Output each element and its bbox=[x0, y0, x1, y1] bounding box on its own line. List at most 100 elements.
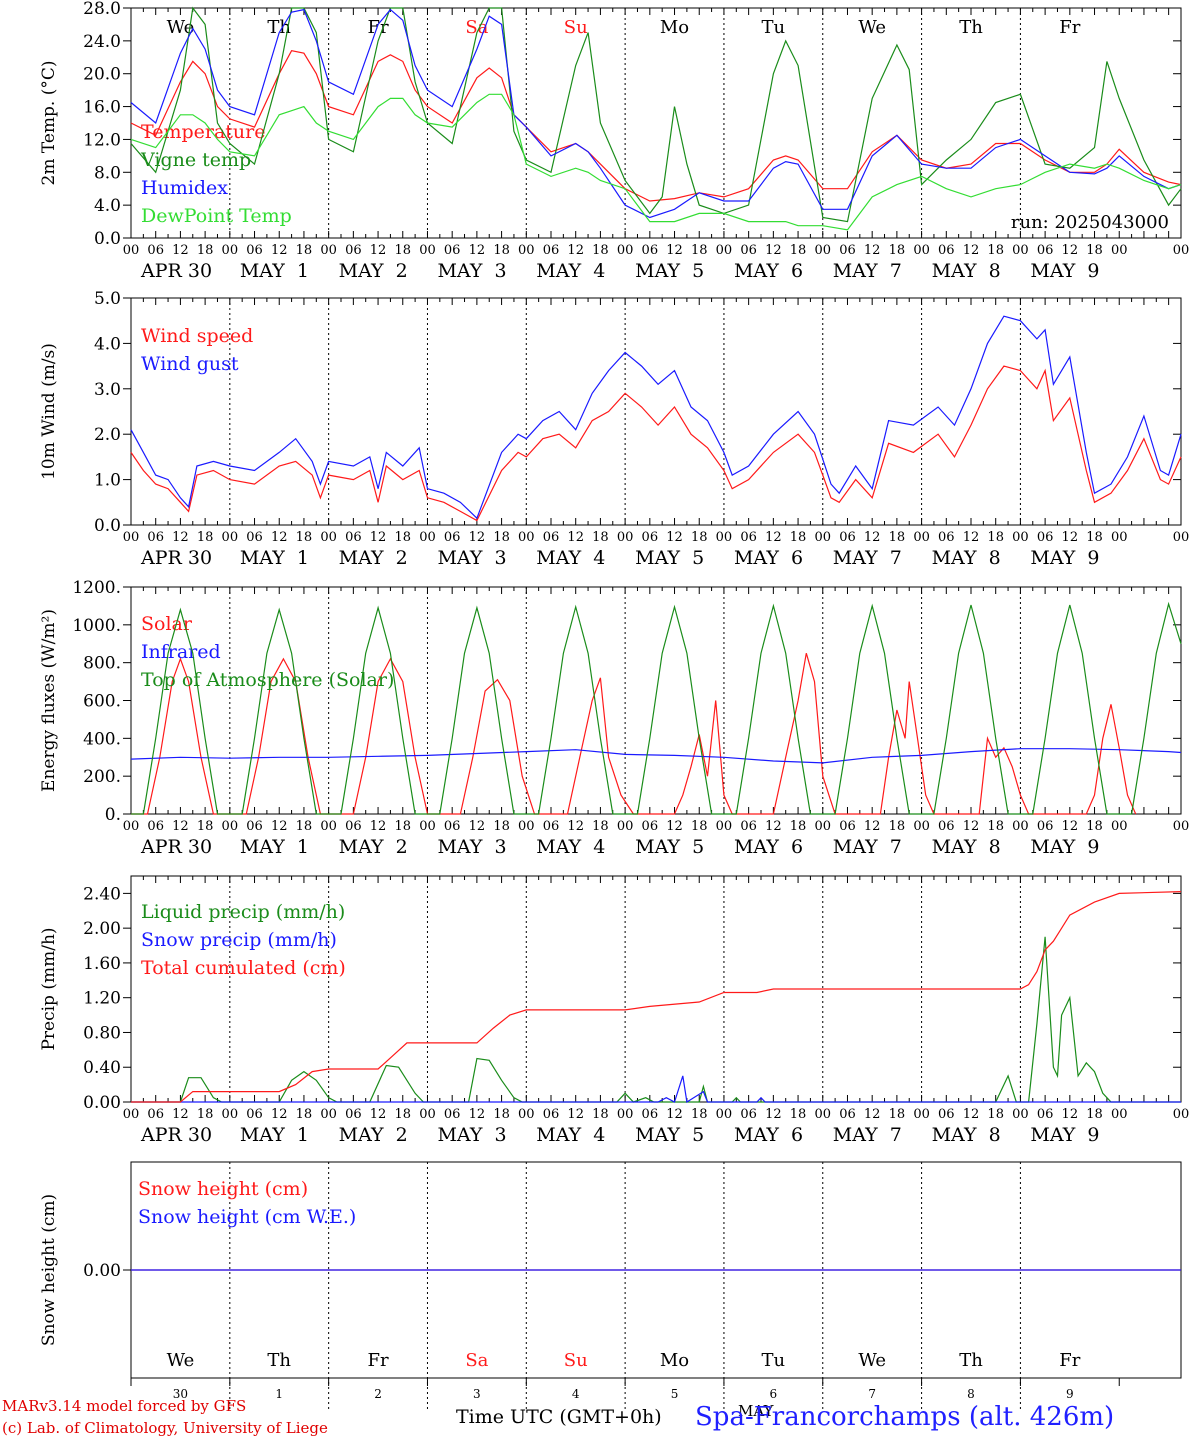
hour-tick-label: 00 bbox=[617, 530, 634, 545]
date-label: MAY 6 bbox=[734, 547, 803, 569]
hour-tick-label: 06 bbox=[938, 1107, 955, 1122]
series-line-vigne-temp bbox=[130, 6, 1182, 223]
y-tick-label: 16.0 bbox=[83, 98, 121, 118]
hour-tick-label: 06 bbox=[147, 1107, 164, 1122]
hour-tick-label: 00 bbox=[1173, 530, 1190, 545]
hour-tick-label: 18 bbox=[691, 819, 708, 834]
hour-tick-label: 00 bbox=[617, 819, 634, 834]
date-label: MAY 9 bbox=[1030, 547, 1099, 569]
date-label: APR 30 bbox=[140, 260, 212, 282]
date-label: MAY 2 bbox=[339, 547, 408, 569]
hour-tick-label: 12 bbox=[370, 1107, 387, 1122]
series-line-liquid-precip-mm-h bbox=[131, 936, 1181, 1103]
y-tick-label: 20.0 bbox=[83, 65, 121, 85]
weekday-label: Mo bbox=[660, 17, 689, 38]
date-label: MAY 4 bbox=[536, 1124, 605, 1146]
y-axis-label: 2m Temp. (°C) bbox=[39, 60, 59, 185]
hour-tick-label: 12 bbox=[963, 819, 980, 834]
hour-tick-label: 06 bbox=[444, 530, 461, 545]
run-annotation: run: 2025043000 bbox=[1011, 212, 1169, 233]
day-number: 5 bbox=[671, 1387, 679, 1401]
y-tick-label: 4.0 bbox=[94, 334, 121, 354]
hour-tick-label: 18 bbox=[691, 1107, 708, 1122]
hour-tick-label: 00 bbox=[222, 819, 239, 834]
y-tick-label: 5.0 bbox=[94, 289, 121, 309]
hour-tick-label: 06 bbox=[740, 819, 757, 834]
hour-tick-label: 12 bbox=[469, 530, 486, 545]
hour-tick-label: 06 bbox=[543, 530, 560, 545]
date-label: MAY 2 bbox=[339, 260, 408, 282]
hour-tick-label: 06 bbox=[543, 819, 560, 834]
hour-tick-label: 12 bbox=[765, 530, 782, 545]
hour-tick-label: 12 bbox=[963, 243, 980, 258]
legend-entry: Snow precip (mm/h) bbox=[141, 929, 337, 951]
hour-tick-label: 12 bbox=[370, 819, 387, 834]
series-line-top-of-atmosphere-solar bbox=[131, 601, 1182, 815]
hour-tick-label: 00 bbox=[1111, 243, 1128, 258]
hour-tick-label: 00 bbox=[123, 243, 140, 258]
hour-tick-label: 12 bbox=[666, 530, 683, 545]
hour-tick-label: 06 bbox=[938, 243, 955, 258]
hour-tick-label: 00 bbox=[1111, 530, 1128, 545]
date-label: MAY 7 bbox=[833, 1124, 902, 1146]
hour-tick-label: 06 bbox=[642, 243, 659, 258]
y-axis-label: Snow height (cm) bbox=[39, 1194, 59, 1346]
hour-tick-label: 00 bbox=[716, 243, 733, 258]
day-number: 6 bbox=[770, 1387, 778, 1401]
hour-tick-label: 18 bbox=[790, 1107, 807, 1122]
hour-tick-label: 12 bbox=[1062, 1107, 1079, 1122]
hour-tick-label: 00 bbox=[913, 243, 930, 258]
hour-tick-label: 00 bbox=[518, 819, 535, 834]
hour-tick-label: 06 bbox=[147, 243, 164, 258]
hour-tick-label: 12 bbox=[864, 530, 881, 545]
hour-tick-label: 18 bbox=[394, 530, 411, 545]
date-label: APR 30 bbox=[140, 547, 212, 569]
hour-tick-label: 12 bbox=[271, 530, 288, 545]
weekday-label: Th bbox=[267, 1350, 291, 1371]
date-label: APR 30 bbox=[140, 1124, 212, 1146]
date-label: MAY 4 bbox=[536, 836, 605, 858]
weekday-label: Fr bbox=[368, 1350, 389, 1371]
y-tick-label: 200. bbox=[83, 767, 121, 787]
weekday-label: Fr bbox=[1059, 1350, 1080, 1371]
hour-tick-label: 12 bbox=[172, 1107, 189, 1122]
hour-tick-label: 18 bbox=[790, 819, 807, 834]
hour-tick-label: 00 bbox=[1173, 819, 1190, 834]
hour-tick-label: 00 bbox=[617, 1107, 634, 1122]
y-tick-label: 0.00 bbox=[83, 1261, 121, 1281]
hour-tick-label: 18 bbox=[1086, 243, 1103, 258]
y-tick-label: 1200. bbox=[72, 578, 121, 598]
hour-tick-label: 06 bbox=[1037, 819, 1054, 834]
day-number: 9 bbox=[1066, 1387, 1074, 1401]
y-tick-label: 0.40 bbox=[83, 1058, 121, 1078]
date-label: MAY 3 bbox=[437, 836, 506, 858]
weekday-label: We bbox=[858, 1350, 886, 1371]
hour-tick-label: 12 bbox=[469, 243, 486, 258]
hour-tick-label: 00 bbox=[814, 1107, 831, 1122]
hour-tick-label: 00 bbox=[1111, 1107, 1128, 1122]
hour-tick-label: 06 bbox=[839, 819, 856, 834]
date-label: MAY 2 bbox=[339, 836, 408, 858]
weekday-label: We bbox=[167, 1350, 195, 1371]
y-tick-label: 0.0 bbox=[94, 229, 121, 249]
date-label: MAY 5 bbox=[635, 836, 704, 858]
hour-tick-label: 00 bbox=[419, 530, 436, 545]
hour-tick-label: 00 bbox=[123, 530, 140, 545]
hour-tick-label: 06 bbox=[740, 1107, 757, 1122]
y-tick-label: 2.0 bbox=[94, 425, 121, 445]
day-number: 4 bbox=[572, 1387, 580, 1401]
hour-tick-label: 18 bbox=[493, 530, 510, 545]
day-number: 2 bbox=[374, 1387, 382, 1401]
hour-tick-label: 00 bbox=[419, 1107, 436, 1122]
panel-frame bbox=[130, 7, 1182, 239]
date-label: MAY 9 bbox=[1030, 260, 1099, 282]
weekday-label: Su bbox=[564, 17, 588, 38]
hour-tick-label: 18 bbox=[1086, 530, 1103, 545]
hour-tick-label: 06 bbox=[147, 530, 164, 545]
hour-tick-label: 12 bbox=[172, 819, 189, 834]
hour-tick-label: 06 bbox=[839, 530, 856, 545]
weekday-label: Tu bbox=[762, 17, 786, 38]
date-label: MAY 8 bbox=[932, 836, 1001, 858]
legend-entry: Liquid precip (mm/h) bbox=[141, 901, 345, 923]
